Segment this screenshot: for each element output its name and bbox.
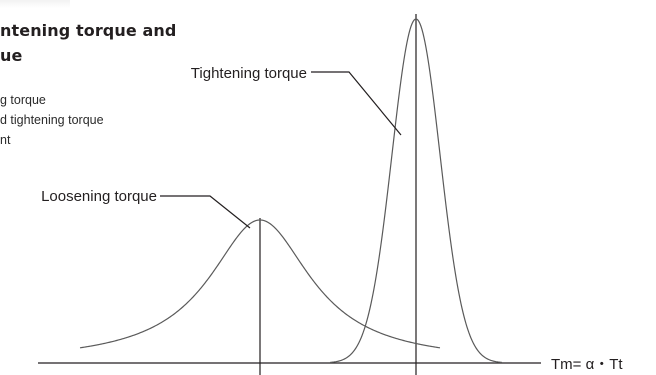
header-strip [0,0,70,8]
axis-formula-label: Tm= α・Tt [551,356,623,373]
tightening-torque-label: Tightening torque [191,65,307,82]
legend-list: g torque d tightening torque nt [0,90,104,150]
loosening-distribution-curve [79,219,441,349]
tightening-distribution-curve [329,18,503,364]
legend-item-2: d tightening torque [0,113,104,127]
loosening-leader-line [160,195,251,229]
loosening-torque-label: Loosening torque [41,188,157,205]
diagram-title: ntening torque and ue [0,18,200,68]
tightening-leader-line [311,71,402,136]
legend-item-3: nt [0,133,11,147]
legend-item-1: g torque [0,93,46,107]
title-line-2: ue [0,46,23,65]
title-line-1: ntening torque and [0,21,177,40]
